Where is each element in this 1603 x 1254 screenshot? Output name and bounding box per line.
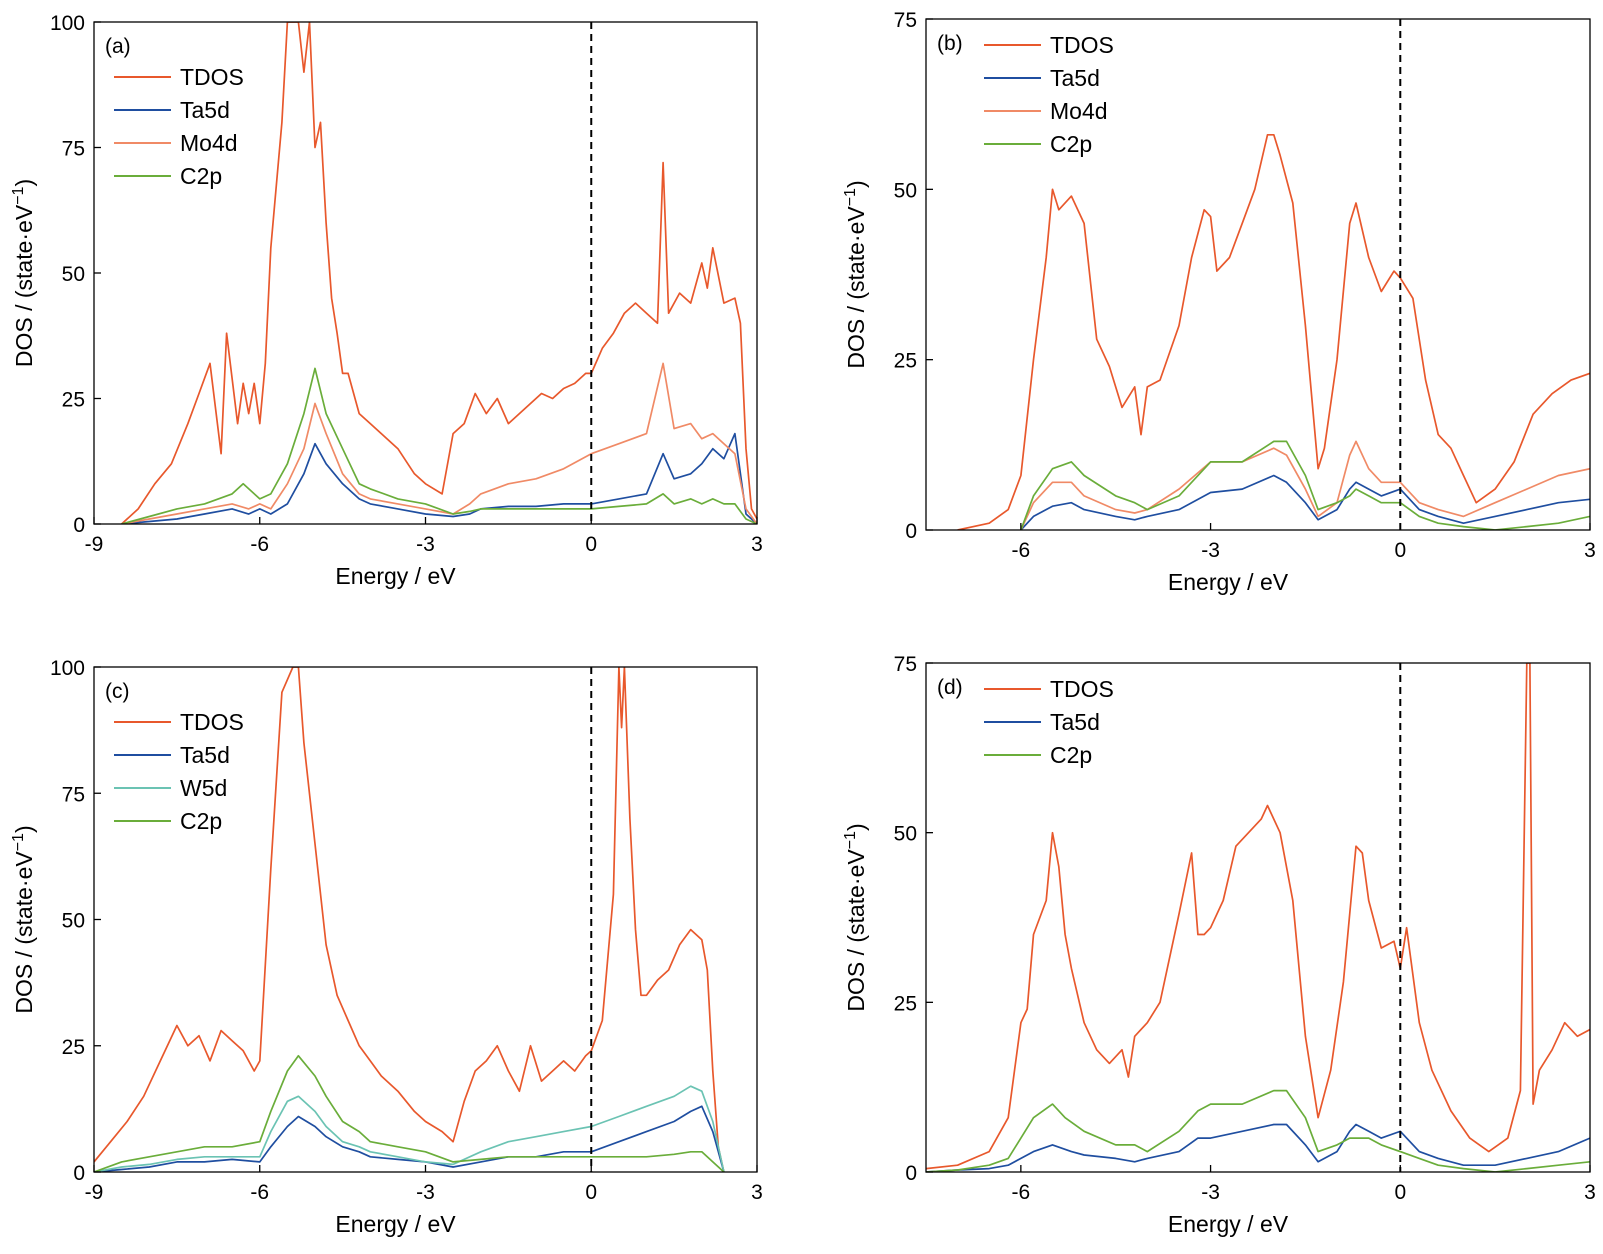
y-axis-label: DOS / (state·eV−1) — [10, 179, 37, 367]
x-tick-label: 0 — [1394, 1181, 1406, 1204]
y-tick-label: 0 — [905, 1162, 917, 1185]
dos-panel: -9 -6 -3 0 3 0 25 50 75 100 Energy / eV DOS / (stat… — [10, 657, 763, 1237]
y-tick-label: 25 — [62, 389, 85, 412]
plot-frame — [925, 662, 1591, 1173]
dos-panel: -6 -3 0 3 0 25 50 75 Energy / eV DOS / (state·eV−… — [842, 9, 1596, 595]
y-tick-label: 50 — [62, 910, 85, 933]
legend: TDOS Ta5d W5d C2p — [114, 709, 244, 834]
series-line-c2p — [121, 367, 757, 524]
legend-label: Mo4d — [180, 130, 238, 156]
y-tick-label: 0 — [73, 1162, 85, 1185]
legend-label: TDOS — [1050, 32, 1114, 58]
y-tick-label: 75 — [62, 138, 85, 161]
x-tick-label: 0 — [585, 1181, 597, 1204]
dos-panel: -6 -3 0 3 0 25 50 75 Energy / eV DOS / (state·eV−… — [842, 653, 1596, 1237]
legend-label: Mo4d — [1050, 98, 1108, 124]
y-tick-label: 100 — [50, 657, 85, 680]
y-tick-label: 0 — [73, 514, 85, 537]
y-axis-label: DOS / (state·eV−1) — [10, 825, 37, 1013]
panel-label: (b) — [937, 32, 963, 55]
y-tick-label: 25 — [62, 1036, 85, 1059]
series-line-tdos — [926, 663, 1590, 1170]
x-tick-label: 3 — [751, 1181, 763, 1204]
series-line-ta5d — [94, 1105, 725, 1172]
series-line-c2p — [926, 1089, 1590, 1172]
series-line-ta5d — [121, 432, 757, 524]
legend-label: Ta5d — [180, 742, 230, 768]
series-line-w5d — [94, 1085, 725, 1172]
x-tick-label: -9 — [85, 533, 104, 556]
series-line-ta5d — [926, 1123, 1590, 1172]
series-line-mo4d — [1020, 440, 1590, 530]
legend: TDOS Ta5d C2p — [984, 676, 1114, 768]
series-line-c2p — [94, 1054, 725, 1172]
x-tick-label: -6 — [250, 533, 269, 556]
legend-label: TDOS — [1050, 676, 1114, 702]
x-axis-label: Energy / eV — [1168, 1211, 1289, 1237]
legend-label: Ta5d — [1050, 65, 1100, 91]
x-axis-label: Energy / eV — [335, 1211, 456, 1237]
legend-label: Ta5d — [180, 97, 230, 123]
x-tick-label: -3 — [416, 533, 435, 556]
legend-label: C2p — [1050, 742, 1092, 768]
x-tick-label: -3 — [1201, 539, 1220, 562]
dos-panel: -9 -6 -3 0 3 0 25 50 75 100 Energy / eV DOS / (stat… — [10, 12, 763, 589]
x-tick-label: 3 — [1584, 1181, 1596, 1204]
x-axis-label: Energy / eV — [335, 563, 456, 589]
series-line-ta5d — [1020, 474, 1590, 530]
x-tick-label: -6 — [1012, 1181, 1031, 1204]
panel-label: (c) — [105, 680, 130, 703]
y-tick-label: 75 — [894, 9, 917, 32]
series-line-tdos — [94, 667, 725, 1172]
x-tick-label: -6 — [1012, 539, 1031, 562]
legend-label: C2p — [180, 163, 222, 189]
legend: TDOS Ta5d Mo4d C2p — [984, 32, 1114, 157]
panel-label: (a) — [105, 35, 131, 58]
x-tick-label: 3 — [1584, 539, 1596, 562]
x-tick-label: -6 — [250, 1181, 269, 1204]
y-tick-label: 50 — [894, 823, 917, 846]
x-tick-label: 3 — [751, 533, 763, 556]
x-tick-label: 0 — [1394, 539, 1406, 562]
legend-label: W5d — [180, 775, 227, 801]
y-tick-label: 0 — [905, 520, 917, 543]
legend-label: TDOS — [180, 64, 244, 90]
y-tick-label: 100 — [50, 12, 85, 35]
y-tick-label: 75 — [62, 783, 85, 806]
y-axis-label: DOS / (state·eV−1) — [842, 823, 869, 1011]
y-tick-label: 75 — [894, 653, 917, 676]
legend: TDOS Ta5d Mo4d C2p — [114, 64, 244, 189]
series-line-tdos — [957, 133, 1590, 530]
y-tick-label: 25 — [894, 350, 917, 373]
legend-label: C2p — [1050, 131, 1092, 157]
x-tick-label: -3 — [1201, 1181, 1220, 1204]
x-axis-label: Energy / eV — [1168, 569, 1289, 595]
x-tick-label: -3 — [416, 1181, 435, 1204]
legend-label: Ta5d — [1050, 709, 1100, 735]
y-tick-label: 50 — [894, 179, 917, 202]
plot-frame — [925, 18, 1591, 531]
panel-label: (d) — [937, 676, 963, 699]
legend-label: C2p — [180, 808, 222, 834]
series-line-c2p — [1020, 440, 1590, 530]
x-tick-label: -9 — [85, 1181, 104, 1204]
y-tick-label: 50 — [62, 263, 85, 286]
x-tick-label: 0 — [585, 533, 597, 556]
y-axis-label: DOS / (state·eV−1) — [842, 180, 869, 368]
y-tick-label: 25 — [894, 992, 917, 1015]
legend-label: TDOS — [180, 709, 244, 735]
series-line-tdos — [121, 22, 757, 524]
